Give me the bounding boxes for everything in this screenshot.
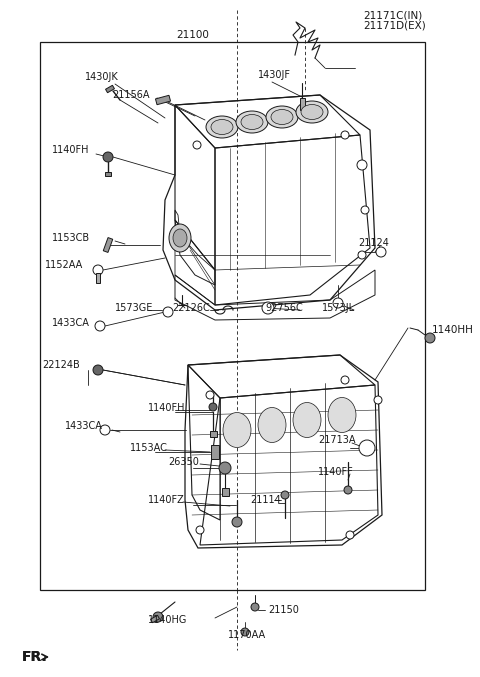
Text: 21156A: 21156A xyxy=(112,90,149,100)
Text: 1140FH: 1140FH xyxy=(148,403,185,413)
Ellipse shape xyxy=(223,412,251,447)
Text: 1140FH: 1140FH xyxy=(52,145,89,155)
Circle shape xyxy=(193,141,201,149)
Circle shape xyxy=(357,160,367,170)
Text: 1433CA: 1433CA xyxy=(65,421,103,431)
Circle shape xyxy=(163,307,173,317)
Text: 1153AC: 1153AC xyxy=(130,443,168,453)
Circle shape xyxy=(95,321,105,331)
Circle shape xyxy=(333,298,343,308)
Circle shape xyxy=(281,491,289,499)
Circle shape xyxy=(206,391,214,399)
Text: 1430JF: 1430JF xyxy=(258,70,291,80)
Ellipse shape xyxy=(206,116,238,138)
Bar xyxy=(40,42,425,590)
Text: 1153CB: 1153CB xyxy=(52,233,90,243)
Ellipse shape xyxy=(293,403,321,437)
Circle shape xyxy=(93,365,103,375)
Bar xyxy=(300,98,304,110)
Text: 21171D(EX): 21171D(EX) xyxy=(363,21,426,31)
Text: 92756C: 92756C xyxy=(265,303,303,313)
Bar xyxy=(151,615,159,623)
Text: 1140FZ: 1140FZ xyxy=(148,495,185,505)
Bar xyxy=(211,445,219,459)
Text: 1152AA: 1152AA xyxy=(45,260,83,270)
Circle shape xyxy=(346,531,354,539)
Ellipse shape xyxy=(169,224,191,252)
Bar xyxy=(103,238,113,253)
Text: 1573JL: 1573JL xyxy=(322,303,355,313)
Bar xyxy=(156,95,170,105)
Circle shape xyxy=(361,206,369,214)
Text: 26350: 26350 xyxy=(168,457,199,467)
Ellipse shape xyxy=(236,111,268,133)
Text: 1430JK: 1430JK xyxy=(85,72,119,82)
Circle shape xyxy=(374,396,382,404)
Ellipse shape xyxy=(241,114,263,129)
Text: 1573GE: 1573GE xyxy=(115,303,154,313)
Bar xyxy=(105,172,111,176)
Bar xyxy=(209,431,216,437)
Text: 21100: 21100 xyxy=(177,30,209,40)
Circle shape xyxy=(262,302,274,314)
Ellipse shape xyxy=(301,104,323,120)
Text: 21713A: 21713A xyxy=(318,435,356,445)
Ellipse shape xyxy=(271,110,293,125)
Ellipse shape xyxy=(328,397,356,433)
Ellipse shape xyxy=(258,408,286,443)
Circle shape xyxy=(341,376,349,384)
Text: 21114: 21114 xyxy=(250,495,281,505)
Bar xyxy=(221,488,228,496)
Circle shape xyxy=(153,612,163,622)
Circle shape xyxy=(103,152,113,162)
Text: 1140FF: 1140FF xyxy=(318,467,354,477)
Ellipse shape xyxy=(266,106,298,128)
Ellipse shape xyxy=(211,120,233,135)
Ellipse shape xyxy=(173,229,187,247)
Circle shape xyxy=(358,251,366,259)
Circle shape xyxy=(196,526,204,534)
Circle shape xyxy=(341,131,349,139)
Text: 21124: 21124 xyxy=(358,238,389,248)
Circle shape xyxy=(219,462,231,474)
Circle shape xyxy=(376,247,386,257)
Bar xyxy=(106,85,114,93)
Text: 22124B: 22124B xyxy=(42,360,80,370)
Circle shape xyxy=(93,265,103,275)
Ellipse shape xyxy=(296,101,328,123)
Text: 22126C: 22126C xyxy=(172,303,210,313)
Circle shape xyxy=(425,333,435,343)
Text: 1170AA: 1170AA xyxy=(228,630,266,640)
Bar xyxy=(96,273,100,283)
Text: 21150: 21150 xyxy=(268,605,299,615)
Text: FR.: FR. xyxy=(22,650,48,664)
Circle shape xyxy=(209,403,217,411)
Text: 1140HH: 1140HH xyxy=(432,325,474,335)
Circle shape xyxy=(251,603,259,611)
Text: 21171C(IN): 21171C(IN) xyxy=(363,10,422,20)
Circle shape xyxy=(232,517,242,527)
Circle shape xyxy=(344,486,352,494)
Circle shape xyxy=(359,440,375,456)
Text: FR.: FR. xyxy=(22,650,48,664)
Text: 1433CA: 1433CA xyxy=(52,318,90,328)
Circle shape xyxy=(100,425,110,435)
Text: 1140HG: 1140HG xyxy=(148,615,187,625)
Circle shape xyxy=(241,628,249,636)
